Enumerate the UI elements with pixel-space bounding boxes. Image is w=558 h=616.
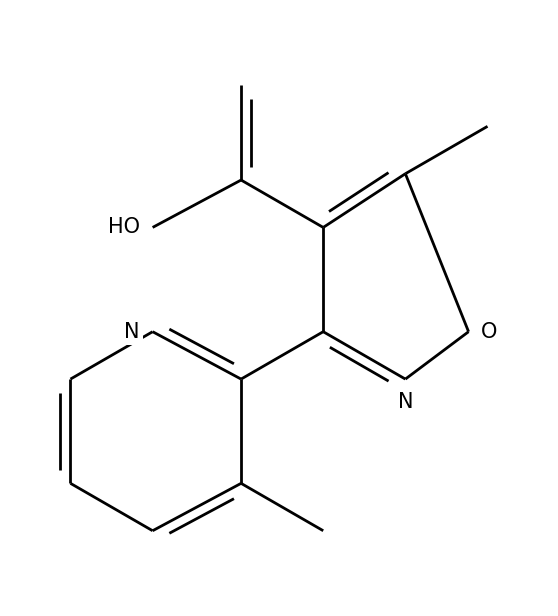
Text: O: O xyxy=(481,322,498,342)
Text: N: N xyxy=(398,392,413,411)
Text: HO: HO xyxy=(108,217,140,237)
Text: N: N xyxy=(124,322,140,342)
